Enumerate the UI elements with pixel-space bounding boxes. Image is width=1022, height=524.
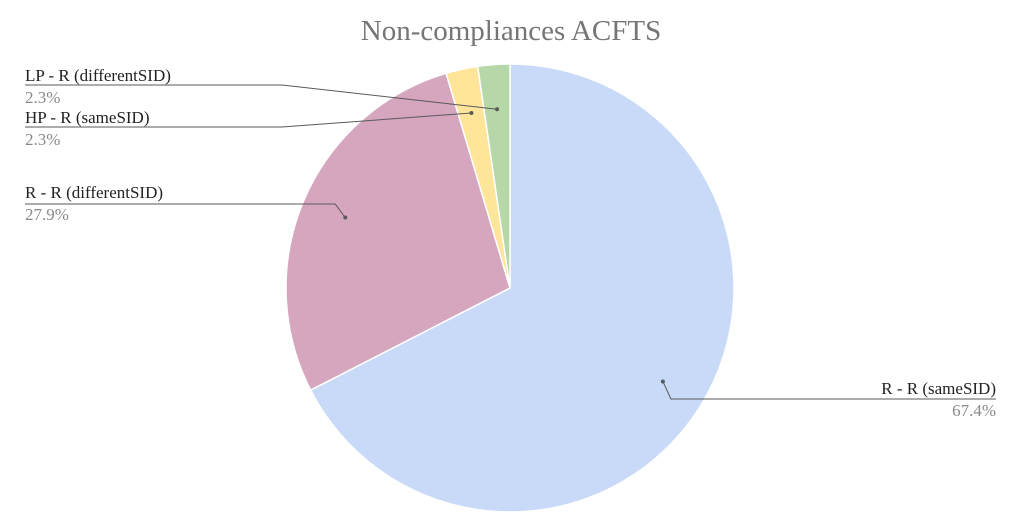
leader-line bbox=[25, 84, 498, 110]
slice-label-name: LP - R (differentSID) bbox=[25, 66, 171, 85]
slice-label-name: R - R (sameSID) bbox=[881, 379, 996, 398]
leader-line bbox=[662, 381, 996, 400]
chart-title: Non-compliances ACFTS bbox=[361, 15, 661, 47]
slice-label-percent: 27.9% bbox=[25, 205, 69, 224]
pie-slices bbox=[285, 63, 735, 513]
leader-line bbox=[25, 203, 346, 218]
pie-slice bbox=[309, 63, 735, 513]
slice-label-percent: 67.4% bbox=[952, 401, 996, 420]
leader-line bbox=[25, 112, 472, 128]
leader-lines bbox=[25, 84, 996, 400]
slice-label-percent: 2.3% bbox=[25, 130, 60, 149]
pie-slice bbox=[285, 72, 511, 392]
slice-label-name: HP - R (sameSID) bbox=[25, 108, 150, 127]
pie-slice bbox=[476, 63, 511, 289]
slice-labels: R - R (sameSID) 67.4% R - R (differentSID)… bbox=[25, 66, 996, 420]
slice-label-name: R - R (differentSID) bbox=[25, 183, 163, 202]
slice-label-percent: 2.3% bbox=[25, 88, 60, 107]
